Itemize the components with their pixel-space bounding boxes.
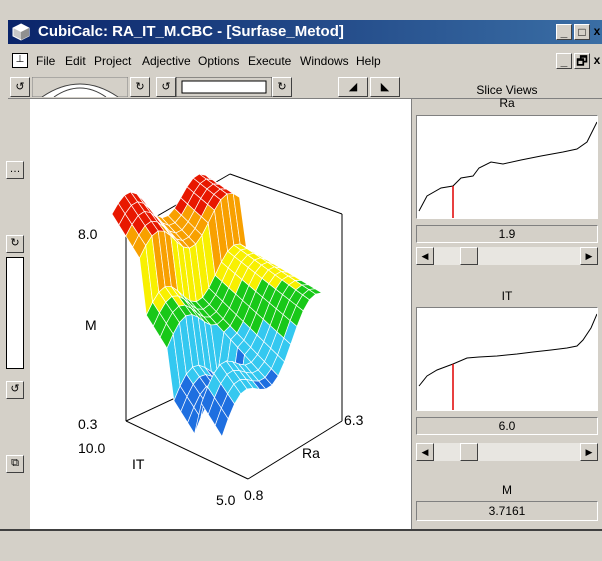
slice-ra-thumb[interactable] [459,247,478,265]
rotate-right-button[interactable]: ↻ [130,77,150,97]
menu-project[interactable]: Project [94,54,132,68]
slice-it-value: 6.0 [416,417,598,435]
z-max-label: 8.0 [78,226,98,242]
slice-ra-slider[interactable]: ◀ ▶ [416,247,598,265]
slice-it-curve [418,313,598,410]
slice-ra-label: Ra [499,96,515,110]
slice-it-slider[interactable]: ◀ ▶ [416,443,598,461]
tilt-slider[interactable] [176,77,272,97]
status-bar [0,529,602,561]
elevation-slider[interactable] [6,257,24,369]
document-icon[interactable]: ⊥ [12,53,28,68]
slice-it-plot [416,307,598,411]
slice-it-right-arrow[interactable]: ▶ [580,443,598,461]
rotate-left-button[interactable]: ↺ [10,77,30,97]
slice-ra-curve [418,121,598,218]
close-button[interactable]: x [593,24,601,38]
app-icon [12,23,30,41]
ra-max-label: 6.3 [344,412,364,428]
surface-cell [307,288,323,295]
slice-it-label: IT [501,289,513,303]
box-edge-top-right [229,173,343,215]
output-m-label: M [502,483,512,497]
it-min-label: 5.0 [216,492,236,508]
minimize-button[interactable]: _ [556,24,572,40]
menu-adjective[interactable]: Adjective [142,54,191,68]
surface-canvas [111,173,343,480]
view-tool-button-1[interactable]: ◢ [338,77,368,97]
it-max-label: 10.0 [78,440,106,456]
doc-minimize-button[interactable]: _ [556,53,572,69]
menu-bar: ⊥ File Edit Project Adjective Options Ex… [8,50,602,72]
copy-button[interactable]: ⧉ [6,455,24,473]
slice-ra-left-arrow[interactable]: ◀ [416,247,434,265]
doc-close-button[interactable]: x [593,53,601,67]
elevation-down-button[interactable]: ↺ [6,381,24,399]
menu-file[interactable]: File [36,54,56,68]
slice-it-left-arrow[interactable]: ◀ [416,443,434,461]
menu-edit[interactable]: Edit [65,54,86,68]
tilt-right-button[interactable]: ↻ [272,77,292,97]
menu-execute[interactable]: Execute [248,54,292,68]
menu-help[interactable]: Help [356,54,381,68]
left-toolbar: … ↻ ↺ ⧉ [0,99,30,529]
title-bar[interactable]: CubiCalc: RA_IT_M.CBC - [Surfase_Metod] … [8,20,602,44]
slice-ra-plot [416,115,598,219]
maximize-button[interactable]: □ [574,24,590,40]
output-m-value: 3.7161 [416,501,598,521]
surface-plot[interactable]: 8.0 M 0.3 10.0 IT 5.0 0.8 Ra 6.3 [30,99,412,529]
slice-views-heading: Slice Views [476,83,538,97]
slice-views-panel: Slice Views Ra 1.9 ◀ ▶ IT 6.0 ◀ ▶ M [412,83,602,529]
ra-axis-label: Ra [302,445,320,461]
menu-windows[interactable]: Windows [300,54,349,68]
slice-it-thumb[interactable] [459,443,478,461]
z-axis-label: M [85,317,97,333]
rotation-dial[interactable] [32,77,128,97]
elevation-up-button[interactable]: ↻ [6,235,24,253]
box-edge-front-right [247,420,343,480]
box-edge-front-left [125,420,249,480]
view-tool-button-2[interactable]: ◣ [370,77,400,97]
more-button[interactable]: … [6,161,24,179]
slice-ra-right-arrow[interactable]: ▶ [580,247,598,265]
z-min-label: 0.3 [78,416,98,432]
ra-min-label: 0.8 [244,487,264,503]
it-axis-label: IT [132,456,145,472]
tilt-left-button[interactable]: ↺ [156,77,176,97]
menu-options[interactable]: Options [198,54,240,68]
doc-restore-button[interactable]: 🗗 [574,53,590,69]
window-title: CubiCalc: RA_IT_M.CBC - [Surfase_Metod] [38,23,344,40]
toolbar: ↺ ↻ ↺ ↻ ◢ ◣ [8,76,602,99]
slice-ra-value: 1.9 [416,225,598,243]
